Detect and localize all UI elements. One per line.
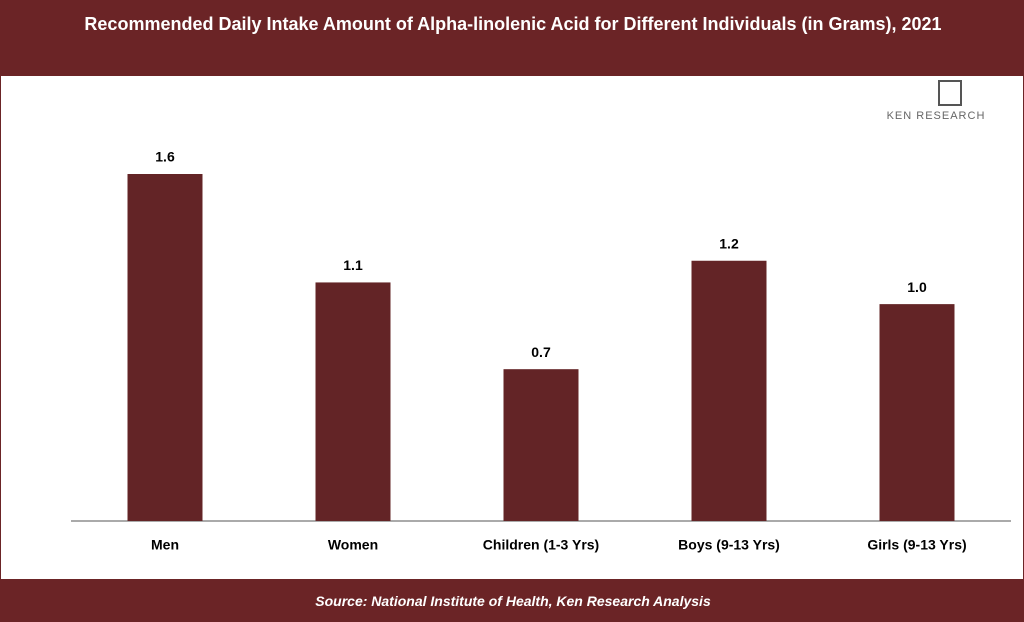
value-label: 1.0	[907, 279, 927, 295]
bar	[879, 304, 955, 521]
source: Source: National Institute of Health, Ke…	[1, 579, 1023, 621]
value-label: 1.6	[155, 149, 175, 165]
bar	[127, 174, 203, 521]
chart-title: Recommended Daily Intake Amount of Alpha…	[1, 1, 1023, 76]
logo-icon	[938, 80, 962, 106]
logo: KEN RESEARCH	[887, 110, 986, 122]
x-tick-label: Boys (9-13 Yrs)	[678, 537, 780, 553]
value-label: 0.7	[531, 344, 551, 360]
bar	[503, 369, 579, 521]
x-tick-label: Men	[151, 537, 179, 553]
value-label: 1.1	[343, 257, 363, 273]
x-tick-label: Women	[328, 537, 378, 553]
x-tick-label: Girls (9-13 Yrs)	[867, 537, 966, 553]
value-label: 1.2	[719, 235, 739, 251]
chart: KEN RESEARCH Men 1.6 Women 1.1 Children (1-3…	[71, 80, 1011, 553]
bar	[691, 260, 767, 521]
bar	[315, 282, 391, 521]
x-tick-label: Children (1-3 Yrs)	[483, 537, 599, 553]
